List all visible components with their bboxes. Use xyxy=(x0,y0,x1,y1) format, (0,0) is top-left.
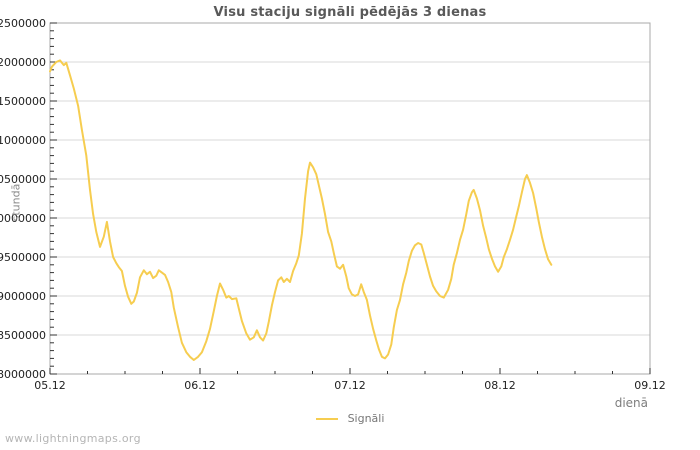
x-axis-unit-label: dienā xyxy=(614,396,648,410)
legend-series-label: Signāli xyxy=(347,412,385,425)
gridlines xyxy=(50,61,650,336)
plot-border xyxy=(49,22,651,375)
svg-text:11500000: 11500000 xyxy=(0,95,46,108)
svg-text:12500000: 12500000 xyxy=(0,17,46,30)
svg-text:05.12: 05.12 xyxy=(34,379,66,392)
svg-text:10500000: 10500000 xyxy=(0,173,46,186)
svg-text:08.12: 08.12 xyxy=(484,379,516,392)
svg-text:07.12: 07.12 xyxy=(334,379,366,392)
svg-text:8000000: 8000000 xyxy=(0,368,46,381)
svg-text:12000000: 12000000 xyxy=(0,56,46,69)
y-axis-tick-labels: 8000000 8500000 9000000 9500000 10000000 1050… xyxy=(0,17,46,381)
legend-line-swatch xyxy=(315,417,338,420)
svg-text:11000000: 11000000 xyxy=(0,134,46,147)
watermark-text: www.lightningmaps.org xyxy=(5,432,141,445)
svg-text:09.12: 09.12 xyxy=(634,379,666,392)
legend: Signāli xyxy=(0,412,700,425)
y-axis-ticks xyxy=(50,22,57,375)
svg-text:9000000: 9000000 xyxy=(0,290,46,303)
svg-text:9500000: 9500000 xyxy=(0,251,46,264)
svg-text:06.12: 06.12 xyxy=(184,379,216,392)
svg-text:8500000: 8500000 xyxy=(0,329,46,342)
x-axis-ticks xyxy=(49,368,651,374)
x-axis-tick-labels: 05.12 06.12 07.12 08.12 09.12 xyxy=(34,379,666,392)
chart-title: Visu staciju signāli pēdējās 3 dienas xyxy=(213,5,487,20)
svg-text:10000000: 10000000 xyxy=(0,212,46,225)
signals-line xyxy=(49,59,553,361)
y-axis-unit-label: stundā xyxy=(9,183,23,222)
